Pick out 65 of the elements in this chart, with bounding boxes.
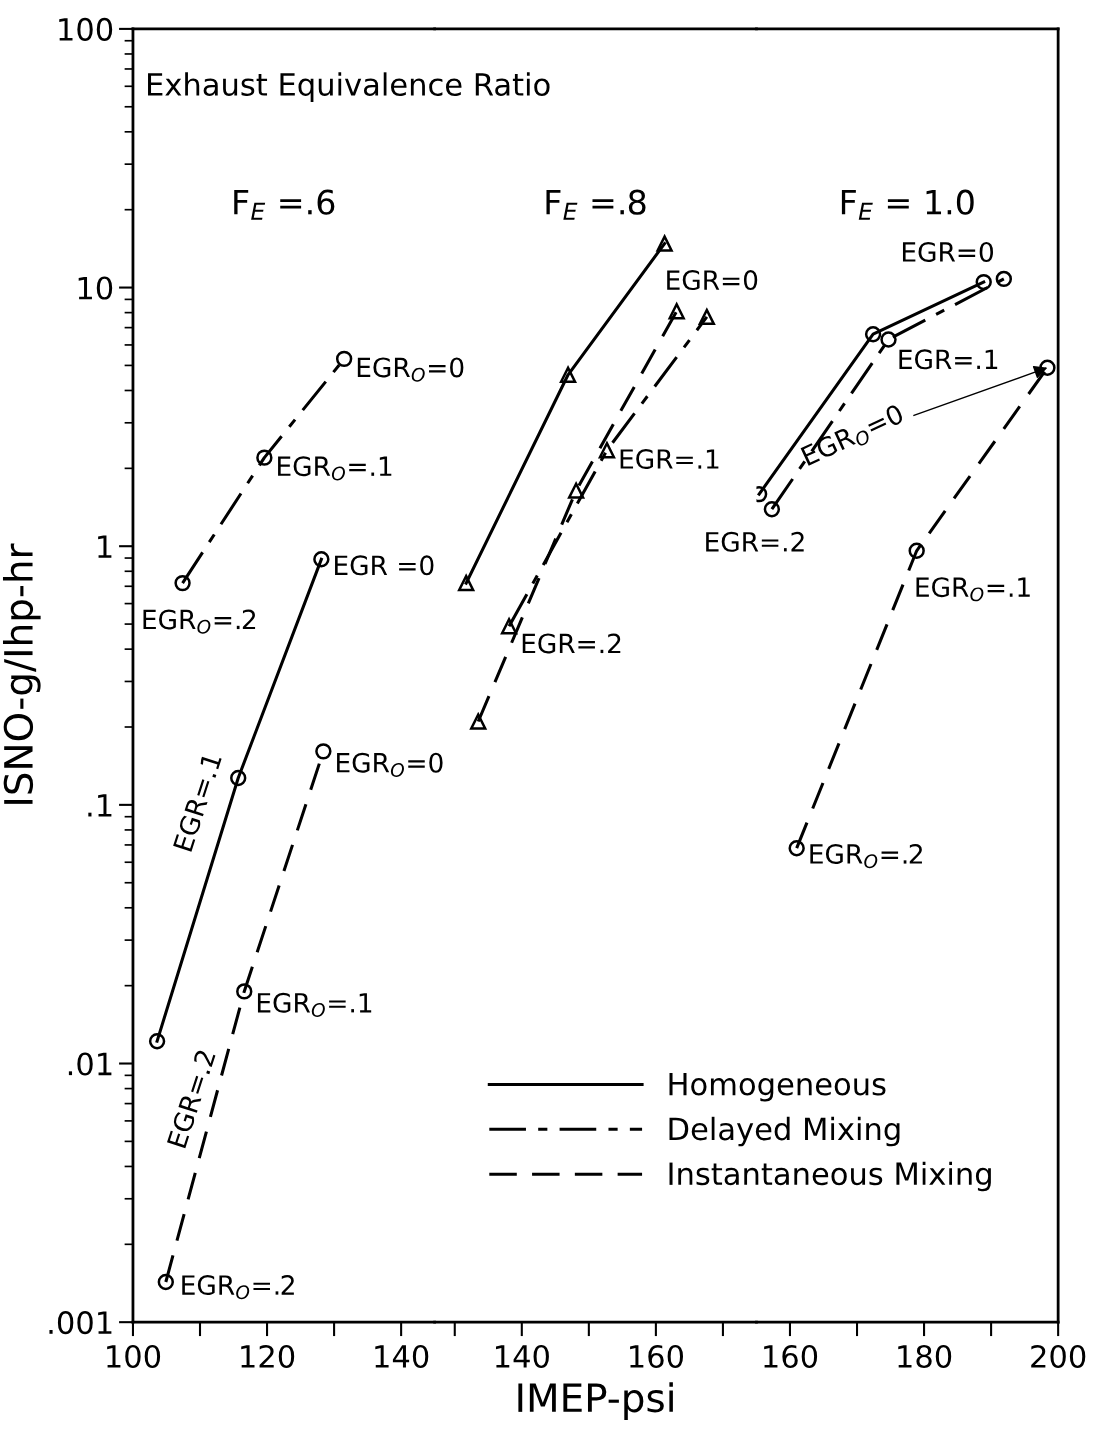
- annotation: EGR$_{O}$=0: [337, 752, 443, 777]
- point: [995, 270, 1013, 288]
- point: [315, 743, 332, 760]
- point: [470, 713, 487, 730]
- point: [174, 574, 191, 592]
- point: [668, 303, 685, 320]
- point: [763, 501, 781, 518]
- y-tick-label: 100: [59, 17, 113, 41]
- annotation: EGR=.2: [706, 531, 804, 552]
- annotation: EGR=.1: [620, 449, 719, 469]
- legend-label: Delayed Mixing: [669, 1116, 900, 1147]
- x-tick-label: 140: [375, 1344, 429, 1369]
- point: [148, 1032, 166, 1050]
- point: [908, 542, 925, 559]
- annotation: EGR$_{O}$=.1: [257, 992, 372, 1017]
- annotation: EGR$_{O}$=0: [357, 357, 464, 382]
- y-axis-title: ISNO-g/Ihp-hr: [2, 543, 41, 804]
- point: [559, 366, 577, 383]
- annotation: EGR=0: [667, 270, 758, 291]
- annotation: EGR=0: [902, 241, 993, 262]
- text: F$_{E}$ = 1.0: [841, 189, 974, 220]
- legend-label: Instantaneous Mixing: [669, 1161, 991, 1192]
- point: [457, 574, 475, 592]
- text: F$_{E}$ =.6: [234, 189, 335, 220]
- y-tick-label: 10: [78, 276, 113, 300]
- legend-label: Homogeneous: [669, 1072, 886, 1102]
- point: [864, 326, 882, 343]
- annotation: EGR$_{O}$=0: [800, 403, 907, 470]
- x-tick-label: 180: [898, 1344, 952, 1369]
- point: [698, 308, 716, 326]
- x-tick-label: 160: [764, 1344, 818, 1369]
- point: [1039, 359, 1056, 376]
- point: [567, 482, 585, 499]
- point: [256, 449, 273, 466]
- y-tick-label: .001: [49, 1311, 112, 1335]
- x-tick-label: 200: [1031, 1344, 1086, 1369]
- point: [157, 1273, 175, 1291]
- point: [975, 273, 992, 291]
- text: F$_{E}$ =.8: [546, 189, 646, 220]
- point: [656, 235, 673, 252]
- annotation: EGR=.2: [522, 633, 621, 654]
- annotation: EGR$_{O}$=.2: [143, 609, 256, 634]
- annotation: EGR=.1: [899, 349, 998, 370]
- point: [335, 350, 353, 368]
- point: [598, 442, 616, 459]
- point: [236, 983, 253, 1000]
- point: [230, 769, 247, 787]
- y-tick-label: 1: [98, 535, 112, 558]
- point: [313, 551, 330, 568]
- x-tick-label: 140: [496, 1344, 549, 1369]
- point: [788, 839, 805, 857]
- annotation: EGR$_{O}$=.2: [182, 1275, 294, 1300]
- annotation: EGR$_{O}$=.2: [810, 844, 922, 869]
- y-tick-label: .1: [88, 794, 112, 817]
- x-tick-label: 120: [241, 1344, 295, 1369]
- x-axis-title: IMEP-psi: [518, 1382, 673, 1420]
- annotation: EGR =0: [335, 555, 434, 576]
- y-tick-label: .01: [68, 1052, 112, 1076]
- annotation: EGR$_{O}$=.1: [916, 577, 1030, 602]
- annotation: EGR$_{O}$=.1: [278, 456, 392, 481]
- x-tick-label: 100: [107, 1344, 161, 1369]
- annotation: Exhaust Equivalence Ratio: [148, 72, 550, 102]
- point: [880, 331, 897, 348]
- x-tick-label: 160: [630, 1344, 684, 1369]
- point: [500, 618, 518, 635]
